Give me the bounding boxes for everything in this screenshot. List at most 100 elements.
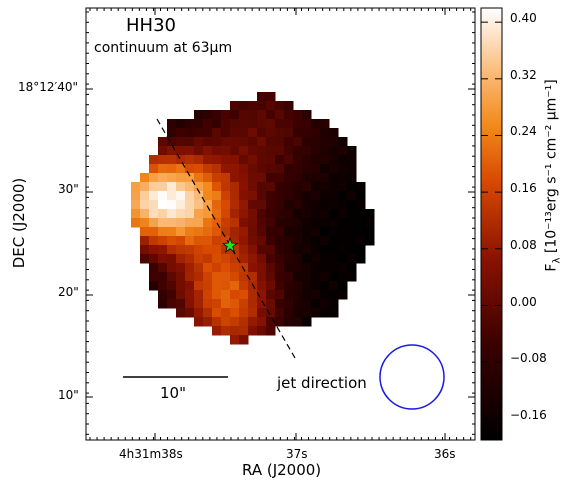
map-pixel xyxy=(329,308,339,318)
map-pixel xyxy=(248,245,258,255)
jet-direction-label: jet direction xyxy=(277,374,367,392)
map-pixel xyxy=(284,200,294,210)
map-pixel xyxy=(275,317,285,327)
map-pixel xyxy=(266,245,276,255)
map-pixel xyxy=(266,164,276,174)
map-pixel xyxy=(293,317,303,327)
map-pixel xyxy=(140,209,150,219)
map-pixel xyxy=(203,200,213,210)
map-pixel xyxy=(221,326,231,336)
map-pixel xyxy=(176,308,186,318)
map-pixel xyxy=(212,218,222,228)
map-pixel xyxy=(176,119,186,129)
map-pixel xyxy=(212,191,222,201)
map-pixel xyxy=(284,263,294,273)
map-pixel xyxy=(266,173,276,183)
map-pixel xyxy=(320,227,330,237)
map-pixel xyxy=(356,245,366,255)
map-pixel xyxy=(230,164,240,174)
map-pixel xyxy=(203,317,213,327)
map-pixel xyxy=(185,290,195,300)
map-pixel xyxy=(185,164,195,174)
map-pixel xyxy=(167,200,177,210)
map-pixel xyxy=(275,164,285,174)
map-pixel xyxy=(284,119,294,129)
map-pixel xyxy=(194,110,204,120)
map-pixel xyxy=(167,290,177,300)
map-pixel xyxy=(221,146,231,156)
map-pixel xyxy=(311,209,321,219)
map-pixel xyxy=(194,299,204,309)
map-pixel xyxy=(311,137,321,147)
map-pixel xyxy=(293,218,303,228)
map-pixel xyxy=(329,155,339,165)
map-pixel xyxy=(320,272,330,282)
map-pixel xyxy=(239,173,249,183)
map-pixel xyxy=(131,191,141,201)
map-pixel xyxy=(167,272,177,282)
map-pixel xyxy=(365,209,375,219)
map-pixel xyxy=(266,290,276,300)
map-pixel xyxy=(140,218,150,228)
colorbar-label-sub: λ xyxy=(551,257,563,264)
map-pixel xyxy=(149,182,159,192)
map-pixel xyxy=(203,236,213,246)
map-pixel xyxy=(257,245,267,255)
map-pixel xyxy=(320,200,330,210)
map-pixel xyxy=(230,191,240,201)
map-pixel xyxy=(167,128,177,138)
map-pixel xyxy=(239,110,249,120)
map-pixel xyxy=(149,155,159,165)
map-pixel xyxy=(293,272,303,282)
map-pixel xyxy=(221,317,231,327)
map-pixel xyxy=(329,290,339,300)
map-pixel xyxy=(248,308,258,318)
map-pixel xyxy=(140,254,150,264)
map-pixel xyxy=(176,137,186,147)
map-pixel xyxy=(158,299,168,309)
map-pixel xyxy=(320,299,330,309)
map-pixel xyxy=(356,182,366,192)
y-tick-label-30: 30" xyxy=(58,182,79,196)
map-pixel xyxy=(185,173,195,183)
map-pixel xyxy=(293,227,303,237)
map-pixel xyxy=(230,200,240,210)
map-pixel xyxy=(266,326,276,336)
map-pixel xyxy=(266,227,276,237)
map-pixel xyxy=(266,218,276,228)
map-pixel xyxy=(302,290,312,300)
map-pixel xyxy=(230,182,240,192)
map-pixel xyxy=(194,209,204,219)
map-pixel xyxy=(248,155,258,165)
map-pixel xyxy=(239,155,249,165)
map-pixel xyxy=(140,245,150,255)
map-pixel xyxy=(212,182,222,192)
map-pixel xyxy=(185,281,195,291)
map-pixel xyxy=(239,263,249,273)
map-pixel xyxy=(212,272,222,282)
map-pixel xyxy=(203,128,213,138)
map-pixel xyxy=(176,299,186,309)
map-pixel xyxy=(302,245,312,255)
map-pixel xyxy=(131,209,141,219)
map-pixel xyxy=(167,119,177,129)
map-pixel xyxy=(293,173,303,183)
map-pixel xyxy=(230,254,240,264)
map-pixel xyxy=(284,290,294,300)
map-pixel xyxy=(221,119,231,129)
map-pixel xyxy=(212,326,222,336)
map-pixel xyxy=(266,146,276,156)
map-pixel xyxy=(167,146,177,156)
map-pixel xyxy=(275,146,285,156)
map-pixel xyxy=(302,254,312,264)
map-pixel xyxy=(230,290,240,300)
map-pixel xyxy=(338,146,348,156)
map-pixel xyxy=(149,245,159,255)
map-pixel xyxy=(239,101,249,111)
map-pixel xyxy=(194,254,204,264)
map-pixel xyxy=(167,191,177,201)
map-pixel xyxy=(248,263,258,273)
map-pixel xyxy=(248,290,258,300)
map-pixel xyxy=(356,191,366,201)
y-tick-label-40: 18°12′40" xyxy=(18,80,79,94)
